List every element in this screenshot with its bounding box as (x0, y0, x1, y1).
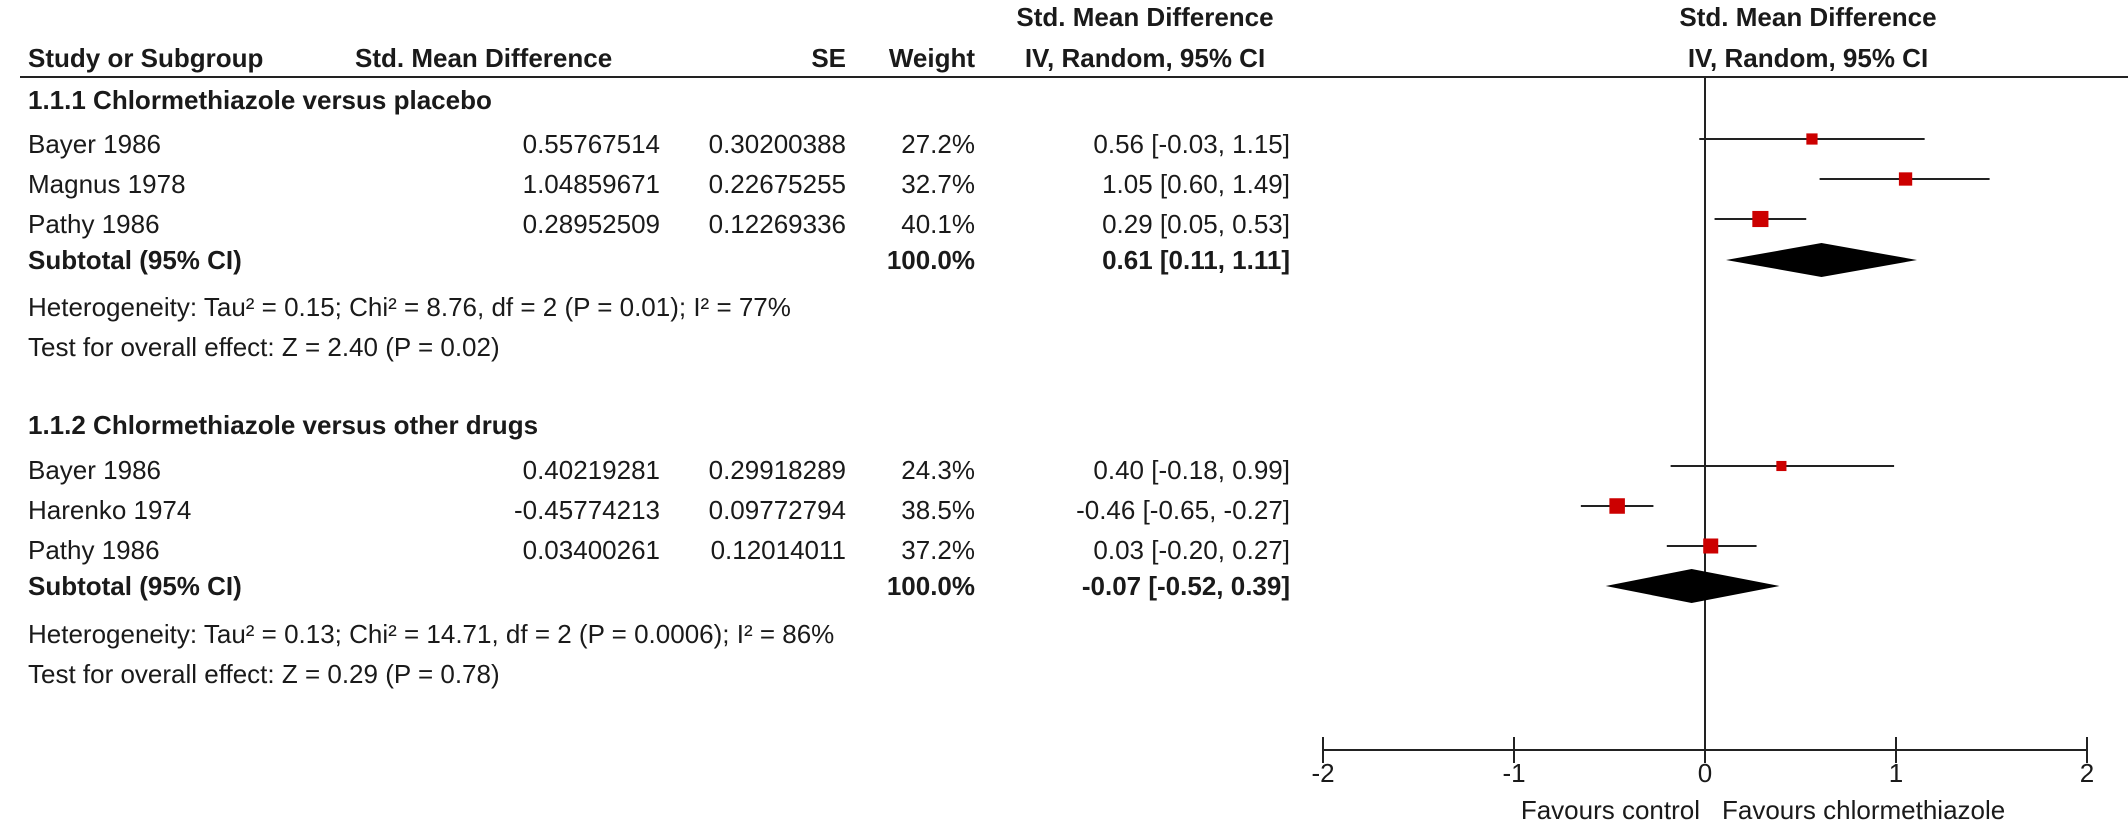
x-tick-label: 2 (2079, 758, 2095, 788)
col-weight-header: Weight (888, 43, 975, 73)
study-se: 0.22675255 (708, 169, 846, 199)
group-title: 1.1.2 Chlormethiazole versus other drugs (28, 410, 539, 440)
study-point-marker (1898, 172, 1913, 186)
subtotal-weight: 100.0% (886, 571, 975, 601)
study-name: Magnus 1978 (28, 169, 186, 199)
x-tick-label: -1 (1502, 758, 1526, 788)
subtotal-label: Subtotal (95% CI) (28, 245, 242, 275)
study-ci: -0.46 [-0.65, -0.27] (1076, 495, 1290, 525)
study-name: Pathy 1986 (28, 535, 160, 565)
study-point-marker (1609, 498, 1625, 514)
study-smd: 0.55767514 (522, 129, 660, 159)
study-smd: 0.03400261 (522, 535, 660, 565)
study-smd: 1.04859671 (522, 169, 660, 199)
heterogeneity-text: Heterogeneity: Tau² = 0.15; Chi² = 8.76,… (28, 292, 791, 322)
subtotal-diamond (1605, 569, 1780, 603)
ci-header-line1: Std. Mean Difference (1016, 2, 1274, 32)
ci-header-line2: IV, Random, 95% CI (1024, 43, 1266, 73)
col-study-header: Study or Subgroup (28, 43, 264, 73)
study-point-marker (1703, 538, 1719, 554)
col-smd-header: Std. Mean Difference (355, 43, 613, 73)
favours-control-label: Favours control (1520, 795, 1700, 825)
study-name: Harenko 1974 (28, 495, 192, 525)
x-tick-label: 0 (1697, 758, 1713, 788)
study-se: 0.09772794 (708, 495, 846, 525)
overall-effect-text: Test for overall effect: Z = 2.40 (P = 0… (28, 332, 500, 362)
study-weight: 32.7% (901, 169, 975, 199)
header-rule (20, 76, 2128, 78)
study-ci: 0.40 [-0.18, 0.99] (1093, 455, 1290, 485)
subtotal-ci: -0.07 [-0.52, 0.39] (1081, 571, 1290, 601)
group-title: 1.1.1 Chlormethiazole versus placebo (28, 85, 492, 115)
study-point-marker (1776, 460, 1787, 472)
subtotal-label: Subtotal (95% CI) (28, 571, 242, 601)
study-weight: 38.5% (901, 495, 975, 525)
study-se: 0.30200388 (708, 129, 846, 159)
study-se: 0.29918289 (708, 455, 846, 485)
study-name: Pathy 1986 (28, 209, 160, 239)
study-se: 0.12014011 (710, 535, 846, 565)
subtotal-ci: 0.61 [0.11, 1.11] (1102, 245, 1290, 275)
study-weight: 40.1% (901, 209, 975, 239)
study-smd: 0.40219281 (522, 455, 660, 485)
study-name: Bayer 1986 (28, 455, 161, 485)
x-tick-label: 1 (1888, 758, 1904, 788)
heterogeneity-text: Heterogeneity: Tau² = 0.13; Chi² = 14.71… (28, 619, 835, 649)
subtotal-weight: 100.0% (886, 245, 975, 275)
overall-effect-text: Test for overall effect: Z = 0.29 (P = 0… (28, 659, 500, 689)
col-se-header: SE (811, 43, 846, 73)
study-smd: -0.45774213 (513, 495, 660, 525)
study-ci: 0.03 [-0.20, 0.27] (1093, 535, 1290, 565)
subtotal-diamond (1726, 243, 1918, 277)
study-se: 0.12269336 (708, 209, 846, 239)
study-weight: 37.2% (901, 535, 975, 565)
study-smd: 0.28952509 (522, 209, 660, 239)
favours-chlormethiazole-label: Favours chlormethiazole (1722, 795, 2006, 825)
plot-header-line1: Std. Mean Difference (1679, 2, 1937, 32)
study-ci: 1.05 [0.60, 1.49] (1102, 169, 1290, 199)
plot-header-line2: IV, Random, 95% CI (1687, 43, 1929, 73)
study-weight: 27.2% (901, 129, 975, 159)
x-tick-label: -2 (1311, 758, 1335, 788)
study-ci: 0.56 [-0.03, 1.15] (1093, 129, 1290, 159)
study-ci: 0.29 [0.05, 0.53] (1102, 209, 1290, 239)
study-name: Bayer 1986 (28, 129, 161, 159)
study-weight: 24.3% (901, 455, 975, 485)
study-point-marker (1806, 133, 1818, 145)
study-point-marker (1752, 210, 1769, 228)
